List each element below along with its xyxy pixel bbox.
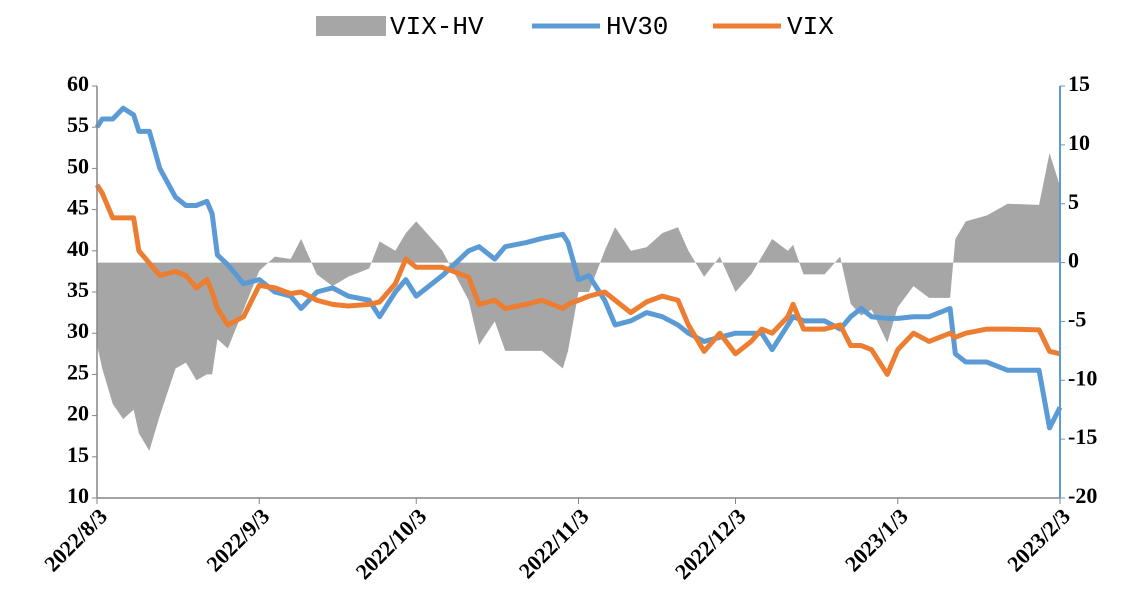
line	[94, 183, 1061, 377]
y-tick-label: 45	[67, 195, 89, 220]
y2-tick-label: -15	[1068, 424, 1097, 449]
y-tick-label: 50	[67, 153, 89, 178]
x-tick-label: 2022/12/3	[670, 503, 751, 584]
y2-tick-label: -20	[1068, 483, 1097, 508]
line	[94, 105, 1063, 431]
y-tick-label: 35	[67, 277, 89, 302]
y-tick-label: 10	[67, 483, 89, 508]
y-tick-label: 15	[67, 442, 89, 467]
y2-tick-label: -10	[1068, 365, 1097, 390]
y2-tick-label: -5	[1068, 306, 1086, 331]
legend-label: VIX	[787, 12, 834, 42]
y-tick-label: 30	[67, 318, 89, 343]
y-tick-label: 20	[67, 401, 89, 426]
legend-swatch	[316, 16, 386, 36]
y-tick-label: 55	[67, 112, 89, 137]
x-tick-label: 2022/9/3	[201, 503, 274, 576]
x-tick-label: 2023/2/3	[1002, 503, 1075, 576]
area	[97, 153, 1060, 451]
legend-label: HV30	[606, 12, 668, 42]
y2-tick-label: 15	[1068, 71, 1090, 96]
x-tick-label: 2023/1/3	[840, 503, 913, 576]
y2-tick-label: 0	[1068, 248, 1079, 273]
legend-label: VIX-HV	[390, 12, 484, 42]
x-tick-label: 2022/11/3	[514, 503, 594, 583]
y-tick-label: 60	[67, 71, 89, 96]
y-tick-label: 25	[67, 359, 89, 384]
y2-tick-label: 5	[1068, 189, 1079, 214]
x-tick-label: 2022/8/3	[39, 503, 112, 576]
y-tick-label: 40	[67, 236, 89, 261]
x-tick-label: 2022/10/3	[351, 503, 432, 584]
y2-tick-label: 10	[1068, 130, 1090, 155]
